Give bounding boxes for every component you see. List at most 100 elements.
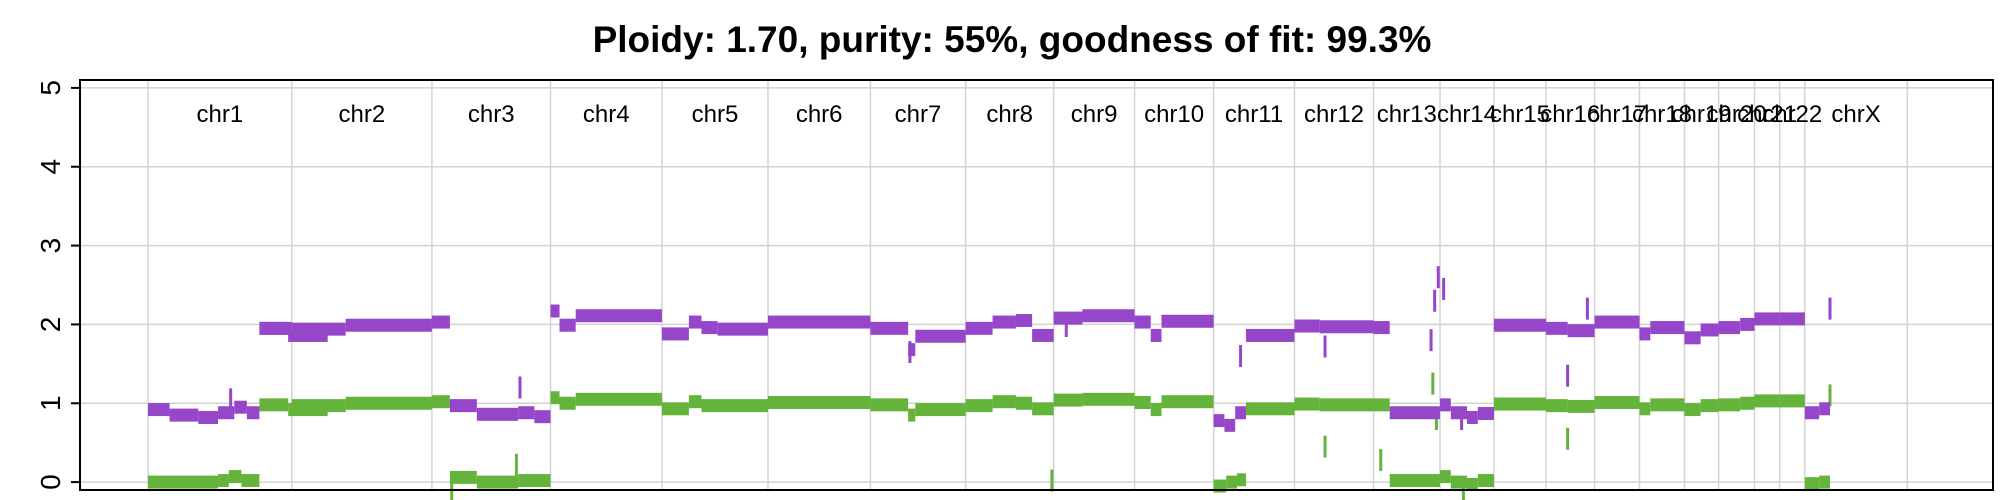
- chromosome-label: chr6: [796, 101, 843, 128]
- minor-allele-point: [1828, 384, 1832, 407]
- minor-allele-segment: [1389, 474, 1441, 488]
- y-tick-label: 1: [35, 395, 66, 411]
- minor-allele-segment: [1804, 477, 1820, 491]
- minor-allele-segment: [1150, 403, 1162, 417]
- minor-allele-segment: [345, 396, 432, 410]
- y-tick-label: 4: [35, 159, 66, 175]
- minor-allele-segment: [518, 474, 551, 488]
- minor-allele-segment: [1236, 473, 1246, 487]
- minor-allele-segment: [218, 474, 229, 488]
- minor-allele-segment: [1754, 394, 1780, 408]
- y-tick-label: 2: [35, 317, 66, 333]
- minor-allele-segment: [1594, 395, 1640, 409]
- chromosome-label: chr3: [468, 101, 515, 128]
- total-copy-number-segment: [1053, 311, 1083, 325]
- total-copy-number-segment: [1754, 312, 1780, 326]
- total-copy-number-segment: [1161, 314, 1214, 328]
- chromosome-label: chr1: [197, 101, 244, 128]
- total-copy-number-segment: [198, 410, 219, 424]
- total-copy-number-segment: [1389, 406, 1441, 420]
- total-copy-number-segment: [1718, 321, 1741, 335]
- chromosome-label: chr9: [1071, 101, 1118, 128]
- total-copy-number-point: [1436, 266, 1440, 289]
- total-copy-number-segment: [1032, 328, 1054, 342]
- chromosome-label: chr16: [1540, 101, 1600, 128]
- minor-allele-segment: [431, 395, 450, 409]
- chromosome-label: chr14: [1437, 101, 1497, 128]
- minor-allele-segment: [1650, 398, 1685, 412]
- total-copy-number-point: [1585, 297, 1589, 320]
- total-copy-number-segment: [575, 309, 662, 323]
- plot-frame: [79, 79, 1994, 491]
- chromosome-label: chrX: [1831, 101, 1880, 128]
- total-copy-number-segment: [1213, 414, 1225, 428]
- total-copy-number-segment: [1134, 315, 1151, 329]
- minor-allele-segment: [241, 474, 260, 488]
- total-copy-number-segment: [246, 406, 260, 420]
- total-copy-number-segment: [1594, 315, 1640, 329]
- minor-allele-segment: [228, 470, 242, 484]
- total-copy-number-segment: [1150, 328, 1162, 342]
- minor-allele-segment: [1779, 394, 1805, 408]
- minor-allele-segment: [965, 399, 993, 413]
- chromosome-label: chr4: [583, 101, 630, 128]
- total-copy-number-segment: [291, 322, 346, 336]
- y-tick-label: 0: [35, 474, 66, 490]
- total-copy-number-point: [1433, 289, 1437, 312]
- total-copy-number-segment: [1639, 327, 1651, 341]
- minor-allele-point: [1461, 482, 1465, 500]
- chromosome-label: chr10: [1144, 101, 1204, 128]
- y-tick-label: 5: [35, 80, 66, 96]
- total-copy-number-segment: [1804, 406, 1820, 420]
- chromosome-label: chr11: [1225, 101, 1283, 128]
- minor-allele-segment: [148, 475, 219, 489]
- minor-allele-point: [1050, 469, 1054, 492]
- y-axis: 0 1 2 3 4 5: [35, 80, 80, 490]
- total-copy-number-segment: [169, 408, 199, 422]
- minor-allele-segment: [1015, 396, 1033, 410]
- y-tick-label: 3: [35, 238, 66, 254]
- minor-allele-segment: [1718, 398, 1741, 412]
- chromosome-label: chr19: [1671, 101, 1731, 128]
- minor-allele-segment: [908, 408, 916, 422]
- total-copy-number-segment: [1466, 410, 1478, 424]
- minor-allele-segment: [701, 399, 768, 413]
- minor-allele-segments: [148, 372, 1832, 500]
- total-copy-number-segment: [1319, 320, 1374, 334]
- total-copy-number-point: [1064, 315, 1068, 337]
- total-copy-number-segment: [449, 399, 477, 413]
- minor-allele-segment: [1161, 395, 1214, 409]
- total-copy-number-point: [518, 376, 522, 399]
- minor-allele-segment: [1053, 393, 1083, 407]
- total-copy-number-segment: [259, 321, 289, 335]
- minor-allele-segment: [1245, 402, 1295, 416]
- minor-allele-segment: [476, 475, 519, 489]
- total-copy-number-segment: [1015, 313, 1033, 327]
- total-copy-number-segment: [1779, 312, 1805, 326]
- total-copy-number-point: [1429, 329, 1433, 352]
- minor-allele-segment: [1134, 395, 1151, 409]
- minor-allele-segment: [1440, 470, 1451, 484]
- total-copy-number-segment: [870, 321, 909, 335]
- minor-allele-segment: [1740, 396, 1755, 410]
- minor-allele-segment: [1819, 475, 1830, 489]
- minor-allele-segment: [1567, 399, 1595, 413]
- minor-allele-segment: [575, 392, 662, 406]
- chart-title: Ploidy: 1.70, purity: 55%, goodness of f…: [593, 19, 1432, 60]
- total-copy-number-segment: [476, 407, 519, 421]
- total-copy-number-segment: [1700, 323, 1719, 337]
- chromosome-label: chr17: [1587, 101, 1647, 128]
- total-copy-number-point: [908, 341, 912, 364]
- minor-allele-segment: [559, 396, 576, 410]
- total-copy-number-segment: [965, 321, 993, 335]
- minor-allele-segment: [915, 403, 966, 417]
- minor-allele-segment: [1082, 392, 1135, 406]
- total-copy-number-segment: [1567, 324, 1595, 338]
- minor-allele-segment: [1319, 398, 1374, 412]
- total-copy-number-segment: [1450, 406, 1467, 420]
- minor-allele-segment: [870, 398, 909, 412]
- total-copy-number-segment: [1684, 331, 1701, 345]
- chromosome-label: chr13: [1377, 101, 1437, 128]
- minor-allele-segment: [449, 470, 477, 484]
